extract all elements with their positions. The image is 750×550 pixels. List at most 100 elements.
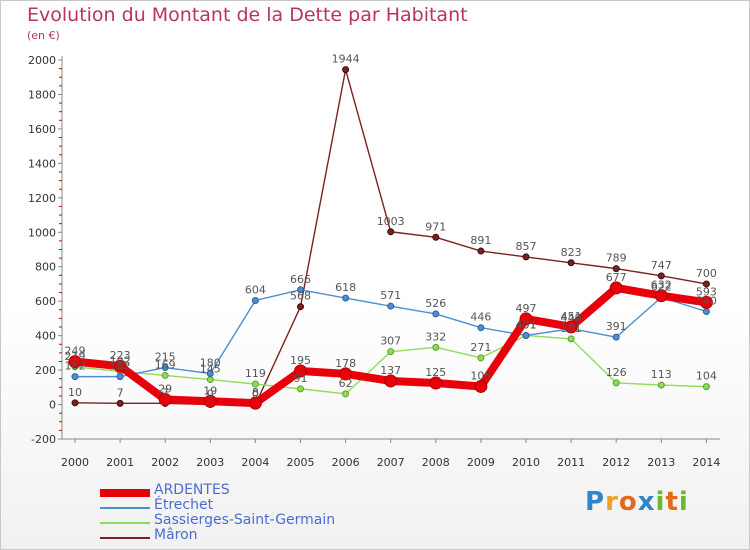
x-tick-label: 2014 (692, 456, 720, 469)
data-point-sassierges-saint-germain (657, 381, 665, 389)
x-tick-label: 2007 (377, 456, 405, 469)
x-tick-label: 2006 (332, 456, 360, 469)
data-label-maron: 700 (696, 267, 717, 280)
data-label-etrechet: 446 (470, 311, 491, 324)
data-point-ardentes (474, 379, 488, 393)
data-label-sassierges-saint-germain: 104 (696, 370, 717, 383)
data-label-sassierges-saint-germain: 126 (606, 366, 627, 379)
data-label-maron: 0 (207, 388, 214, 401)
data-point-maron (116, 399, 124, 407)
data-label-sassierges-saint-germain: 307 (380, 335, 401, 348)
x-tick-label: 2012 (602, 456, 630, 469)
data-label-ardentes: 19 (203, 384, 217, 397)
y-tick-label: 600 (35, 295, 56, 308)
data-point-sassierges-saint-germain (206, 376, 214, 384)
x-tick-label: 2004 (241, 456, 269, 469)
data-label-sassierges-saint-germain: 401 (516, 318, 537, 331)
legend-label-ardentes: ARDENTES (154, 482, 230, 498)
y-tick-label: -200 (31, 433, 56, 446)
data-point-maron (522, 253, 530, 261)
data-label-etrechet: 604 (245, 283, 266, 296)
data-point-maron (702, 280, 710, 288)
data-label-maron: 747 (651, 259, 672, 272)
x-tick-label: 2002 (151, 456, 179, 469)
data-label-etrechet: 440 (561, 312, 582, 325)
data-point-sassierges-saint-germain (477, 354, 485, 362)
data-point-ardentes (429, 376, 443, 390)
legend-label-etrechet: Étrechet (154, 497, 214, 513)
data-label-maron: 568 (290, 290, 311, 303)
data-label-ardentes: 223 (110, 349, 131, 362)
data-label-sassierges-saint-germain: 91 (294, 372, 308, 385)
x-tick-label: 2008 (422, 456, 450, 469)
chart-title: Evolution du Montant de la Dette par Hab… (27, 4, 468, 26)
data-label-maron: 857 (516, 240, 537, 253)
data-label-maron: 10 (68, 386, 82, 399)
data-label-ardentes: 125 (425, 366, 446, 379)
data-label-maron: 823 (561, 246, 582, 259)
y-tick-label: 2000 (28, 54, 56, 67)
data-point-ardentes (564, 320, 578, 334)
data-point-maron (612, 265, 620, 273)
data-label-maron: 7 (117, 386, 124, 399)
data-label-ardentes: 451 (561, 310, 582, 323)
y-tick-label: 400 (35, 330, 56, 343)
data-label-sassierges-saint-germain: 381 (561, 322, 582, 335)
data-label-maron: 1944 (332, 53, 360, 66)
data-label-ardentes: 249 (65, 345, 86, 358)
data-point-maron (71, 399, 79, 407)
data-point-etrechet (116, 373, 124, 381)
data-point-ardentes (654, 289, 668, 303)
legend-swatch-sassierges (100, 522, 150, 524)
data-label-etrechet: 391 (606, 320, 627, 333)
data-point-maron (477, 247, 485, 255)
data-point-etrechet (251, 296, 259, 304)
data-label-maron: 891 (470, 234, 491, 247)
data-point-sassierges-saint-germain (297, 385, 304, 393)
data-point-ardentes (68, 355, 82, 369)
data-point-ardentes (203, 394, 217, 408)
data-label-maron: 1003 (377, 215, 405, 228)
data-label-sassierges-saint-germain: 169 (155, 358, 176, 371)
data-point-etrechet (522, 331, 530, 339)
y-tick-label: 1000 (28, 226, 56, 239)
chart-unit: (en €) (27, 29, 60, 42)
data-label-maron: 0 (252, 388, 259, 401)
legend-swatch-etrechet (100, 507, 150, 509)
data-label-sassierges-saint-germain: 271 (470, 341, 491, 354)
y-tick-label: 1800 (28, 88, 56, 101)
data-label-etrechet: 540 (696, 295, 717, 308)
data-point-sassierges-saint-germain (161, 371, 169, 379)
y-tick-label: 200 (35, 364, 56, 377)
proxiti-logo: Proxiti (585, 487, 689, 517)
data-label-etrechet: 162 (110, 360, 131, 373)
data-label-sassierges-saint-germain: 192 (110, 354, 131, 367)
data-point-etrechet (432, 310, 440, 318)
data-label-sassierges-saint-germain: 113 (651, 368, 672, 381)
data-point-etrechet (342, 294, 350, 302)
x-tick-label: 2009 (467, 456, 495, 469)
data-point-etrechet (612, 333, 620, 341)
data-point-etrechet (161, 364, 169, 372)
data-point-ardentes (113, 359, 127, 373)
x-tick-label: 2000 (61, 456, 89, 469)
data-label-ardentes: 593 (696, 285, 717, 298)
data-label-maron: 789 (606, 252, 627, 265)
data-label-ardentes: 195 (290, 354, 311, 367)
data-label-ardentes: 632 (651, 279, 672, 292)
data-label-etrechet: 215 (155, 351, 176, 364)
data-point-sassierges-saint-germain (342, 390, 350, 398)
data-point-etrechet (206, 370, 214, 378)
legend-label-sassierges: Sassierges-Saint-Germain (154, 512, 336, 528)
data-label-sassierges-saint-germain: 219 (65, 350, 86, 363)
data-point-sassierges-saint-germain (432, 343, 440, 351)
y-tick-label: 800 (35, 261, 56, 274)
data-point-maron (432, 233, 440, 241)
data-point-sassierges-saint-germain (387, 348, 395, 356)
data-label-etrechet: 571 (380, 289, 401, 302)
y-tick-label: 1600 (28, 123, 56, 136)
data-label-etrechet: 618 (335, 281, 356, 294)
data-label-ardentes: 29 (158, 383, 172, 396)
